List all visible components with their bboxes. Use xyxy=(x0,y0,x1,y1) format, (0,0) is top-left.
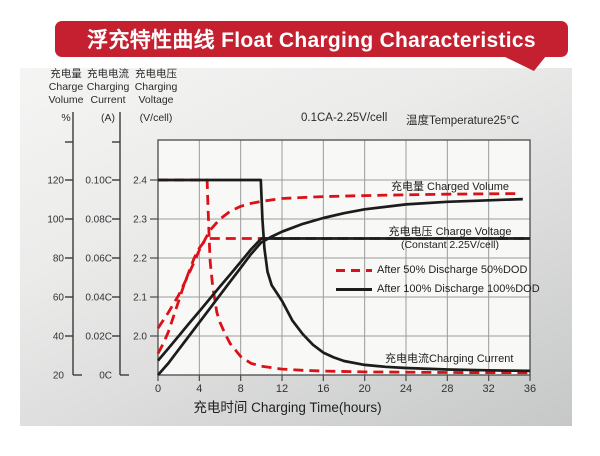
legend-item-50dod: After 50% Discharge 50%DOD xyxy=(336,263,527,277)
edge-ticks xyxy=(150,179,531,381)
axis-unit-vcell: (V/cell) xyxy=(139,112,173,124)
axis-unit-ampere: (A) xyxy=(101,112,115,124)
volume-tick-label: 20 xyxy=(53,371,65,382)
current-axis-line xyxy=(112,112,129,376)
legend-item-100dod: After 100% Discharge 100%DOD xyxy=(336,282,540,296)
current-tick-label: 0.08C xyxy=(85,215,112,226)
x-tick-label: 20 xyxy=(359,383,371,395)
axis-header-charging-voltage: 充电电压 Charging Voltage (V/cell) xyxy=(126,68,186,125)
curve-charge-voltage-50dod xyxy=(156,237,530,355)
title-banner: 浮充特性曲线 Float Charging Characteristics xyxy=(55,21,568,57)
label-charged-volume: 充电量 Charged Volume xyxy=(391,181,509,193)
x-tick-label: 12 xyxy=(276,383,288,395)
curve-charging-current-100dod xyxy=(158,178,531,373)
x-tick-label: 16 xyxy=(317,383,329,395)
volume-tick-label: 100 xyxy=(47,215,64,226)
x-tick-label: 8 xyxy=(238,383,244,395)
label-charge-voltage: 充电电压 Charge Voltage xyxy=(388,226,512,238)
voltage-tick-label: 2.0 xyxy=(133,332,147,343)
legend-label-100dod: After 100% Discharge 100%DOD xyxy=(377,283,540,295)
condition-temperature-note: 温度Temperature25°C xyxy=(406,115,520,127)
axis-header-charging-current: 充电电流 Charging Current (A) xyxy=(78,68,138,125)
current-tick-label: 0.04C xyxy=(85,293,112,304)
axis-header-zh: 充电电流 xyxy=(87,68,129,80)
condition-setting-note: 0.1CA-2.25V/cell xyxy=(301,112,388,124)
axis-header-en: Volume xyxy=(48,94,84,106)
current-tick-label: 0.10C xyxy=(85,176,112,187)
x-tick-label: 4 xyxy=(196,383,202,395)
voltage-tick-label: 2.1 xyxy=(133,293,147,304)
current-tick-label: 0.06C xyxy=(85,254,112,265)
x-tick-label: 0 xyxy=(155,383,161,395)
label-constant-voltage: (Constant 2.25V/cell) xyxy=(400,239,500,251)
curve-charged-volume-50dod xyxy=(156,192,517,329)
x-axis-title: 充电时间 Charging Time(hours) xyxy=(193,400,382,415)
volume-tick-label: 120 xyxy=(47,176,64,187)
axis-unit-percent: % xyxy=(61,112,71,124)
legend-solid-line-sample xyxy=(336,287,372,291)
volume-tick-label: 40 xyxy=(53,332,65,343)
axis-header-en: Charging xyxy=(86,81,130,93)
axis-header-zh: 充电量 xyxy=(50,68,82,80)
voltage-tick-label: 2.2 xyxy=(133,254,147,265)
volume-axis-line xyxy=(65,112,82,376)
current-tick-label: 0.02C xyxy=(85,332,112,343)
volume-tick-label: 60 xyxy=(53,293,65,304)
legend-label-50dod: After 50% Discharge 50%DOD xyxy=(377,264,528,276)
legend-dashed-line-sample xyxy=(336,268,372,272)
axis-header-en: Charge xyxy=(48,81,84,93)
current-tick-label: 0C xyxy=(99,371,112,382)
voltage-tick-label: 2.4 xyxy=(133,176,147,187)
label-charging-current: 充电电流Charging Current xyxy=(385,353,514,365)
x-tick-label: 36 xyxy=(524,383,536,395)
page-title: 浮充特性曲线 Float Charging Characteristics xyxy=(87,29,536,52)
voltage-tick-label: 2.3 xyxy=(133,215,147,226)
axis-header-en: Current xyxy=(90,94,126,106)
volume-tick-label: 80 xyxy=(53,254,65,265)
axis-header-en: Charging xyxy=(134,81,178,93)
curve-charge-voltage-100dod xyxy=(156,237,530,362)
x-tick-label: 32 xyxy=(483,383,495,395)
x-tick-label: 24 xyxy=(400,383,412,395)
curve-charging-current-50dod xyxy=(158,178,531,375)
axis-header-charge-volume: 充电量 Charge Volume % xyxy=(36,68,96,125)
x-tick-label: 28 xyxy=(441,383,453,395)
axis-header-en: Voltage xyxy=(138,94,174,106)
axis-header-zh: 充电电压 xyxy=(135,68,177,80)
